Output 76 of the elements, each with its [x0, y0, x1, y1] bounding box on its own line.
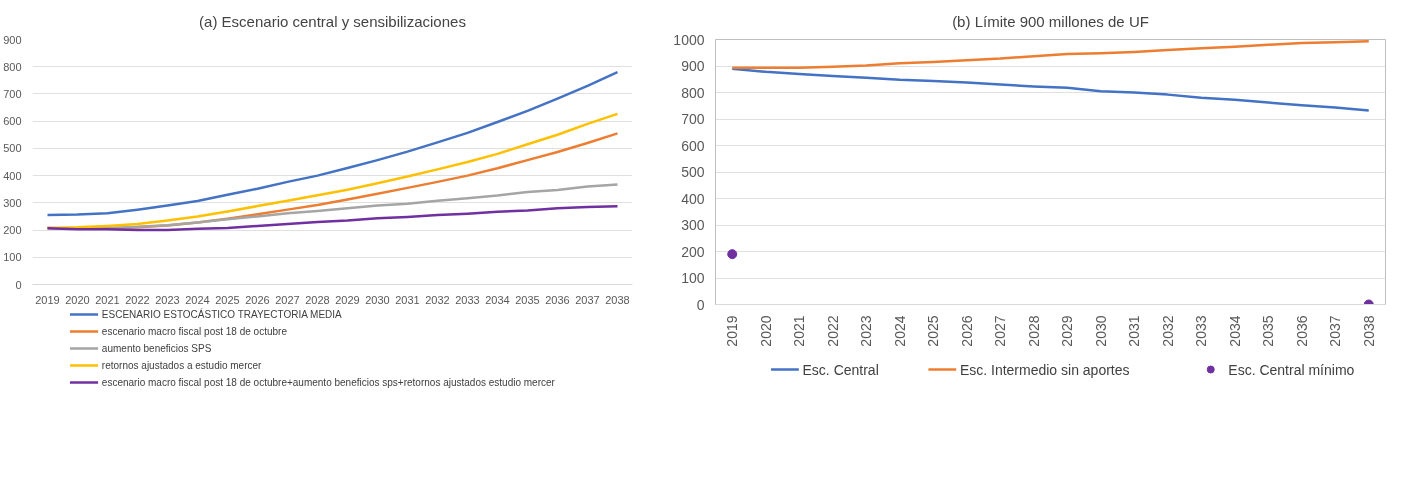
x-tick-label: 2030	[1092, 315, 1109, 347]
y-tick-label: 900	[681, 58, 705, 74]
x-tick-label: 2035	[515, 293, 540, 306]
x-tick-label: 2028	[305, 293, 330, 306]
x-tick-label: 2036	[545, 293, 570, 306]
y-tick-label: 600	[681, 137, 705, 154]
x-tick-label: 2019	[35, 293, 60, 306]
x-tick-label: 2024	[185, 293, 210, 306]
x-tick-label: 2038	[605, 293, 630, 306]
x-tick-label: 2037	[1327, 315, 1344, 347]
legend-label: ESCENARIO ESTOCÁSTICO TRAYECTORIA MEDIA	[101, 308, 343, 320]
x-tick-label: 2025	[925, 315, 942, 347]
x-tick-label: 2024	[891, 315, 908, 347]
legend-label: escenario macro fiscal post 18 de octubre	[101, 326, 288, 337]
x-tick-label: 2033	[455, 293, 480, 306]
x-tick-label: 2020	[65, 293, 90, 306]
x-tick-label: 2035	[1260, 315, 1277, 347]
line-series	[731, 67, 1370, 112]
line-series	[731, 40, 1370, 70]
y-tick-label: 100	[3, 251, 22, 264]
y-tick-label: 800	[681, 84, 705, 101]
x-tick-label: 2028	[1025, 315, 1042, 347]
legend-label: Esc. Central mínimo	[1228, 361, 1355, 378]
x-tick-label: 2037	[575, 293, 600, 306]
legend-label: retornos ajustados a estudio mercer	[101, 360, 263, 371]
y-tick-label: 0	[696, 296, 705, 313]
y-tick-label: 900	[3, 33, 22, 46]
x-tick-label: 2020	[757, 315, 774, 347]
chart-title: (a) Escenario central y sensibilizaciones	[199, 12, 466, 30]
legend-label: aumento beneficios SPS	[101, 343, 212, 354]
x-tick-label: 2019	[724, 315, 741, 347]
line-series	[46, 70, 619, 217]
y-tick-label: 500	[681, 164, 705, 180]
y-tick-label: 200	[681, 243, 705, 260]
x-tick-label: 2027	[992, 315, 1009, 347]
y-tick-label: 300	[3, 196, 22, 209]
x-tick-label: 2023	[155, 293, 180, 306]
y-tick-label: 700	[681, 111, 705, 127]
legend-label: Esc. Intermedio sin aportes	[959, 361, 1130, 378]
x-tick-label: 2022	[824, 315, 841, 347]
x-tick-label: 2022	[125, 293, 150, 306]
x-tick-label: 2033	[1193, 315, 1210, 347]
line-series	[46, 112, 619, 230]
x-tick-label: 2034	[485, 293, 510, 306]
x-tick-label: 2026	[245, 293, 270, 306]
y-tick-label: 700	[3, 87, 22, 100]
legend-label: escenario macro fiscal post 18 de octubre+aumento beneficios sps+retornos ajustados estudio mercer	[101, 377, 556, 388]
x-tick-label: 2025	[215, 293, 240, 306]
x-tick-label: 2026	[958, 315, 975, 347]
x-tick-label: 2032	[1159, 315, 1176, 347]
y-tick-label: 400	[3, 169, 22, 182]
legend-label: Esc. Central	[802, 361, 879, 378]
x-tick-label: 2034	[1226, 315, 1243, 347]
x-tick-label: 2023	[858, 315, 875, 347]
x-tick-label: 2029	[1059, 315, 1076, 347]
y-tick-label: 100	[681, 270, 705, 286]
line-series	[46, 205, 619, 232]
x-tick-label: 2036	[1293, 315, 1310, 347]
y-tick-label: 600	[3, 115, 22, 128]
x-tick-label: 2021	[791, 315, 808, 347]
x-tick-label: 2032	[425, 293, 450, 306]
x-tick-label: 2029	[335, 293, 360, 306]
y-tick-label: 800	[3, 60, 22, 73]
x-tick-label: 2031	[395, 293, 420, 306]
y-tick-label: 1000	[673, 31, 705, 48]
x-tick-label: 2030	[365, 293, 390, 306]
y-tick-label: 300	[681, 217, 705, 233]
x-tick-label: 2038	[1360, 315, 1377, 347]
y-tick-label: 400	[681, 190, 705, 207]
x-tick-label: 2027	[275, 293, 300, 306]
y-tick-label: 500	[3, 142, 22, 155]
x-tick-label: 2031	[1126, 315, 1143, 347]
chart-title: (b) Límite 900 millones de UF	[952, 12, 1149, 30]
x-tick-label: 2021	[95, 293, 120, 306]
y-tick-label: 0	[15, 278, 22, 291]
y-tick-label: 200	[3, 224, 22, 237]
